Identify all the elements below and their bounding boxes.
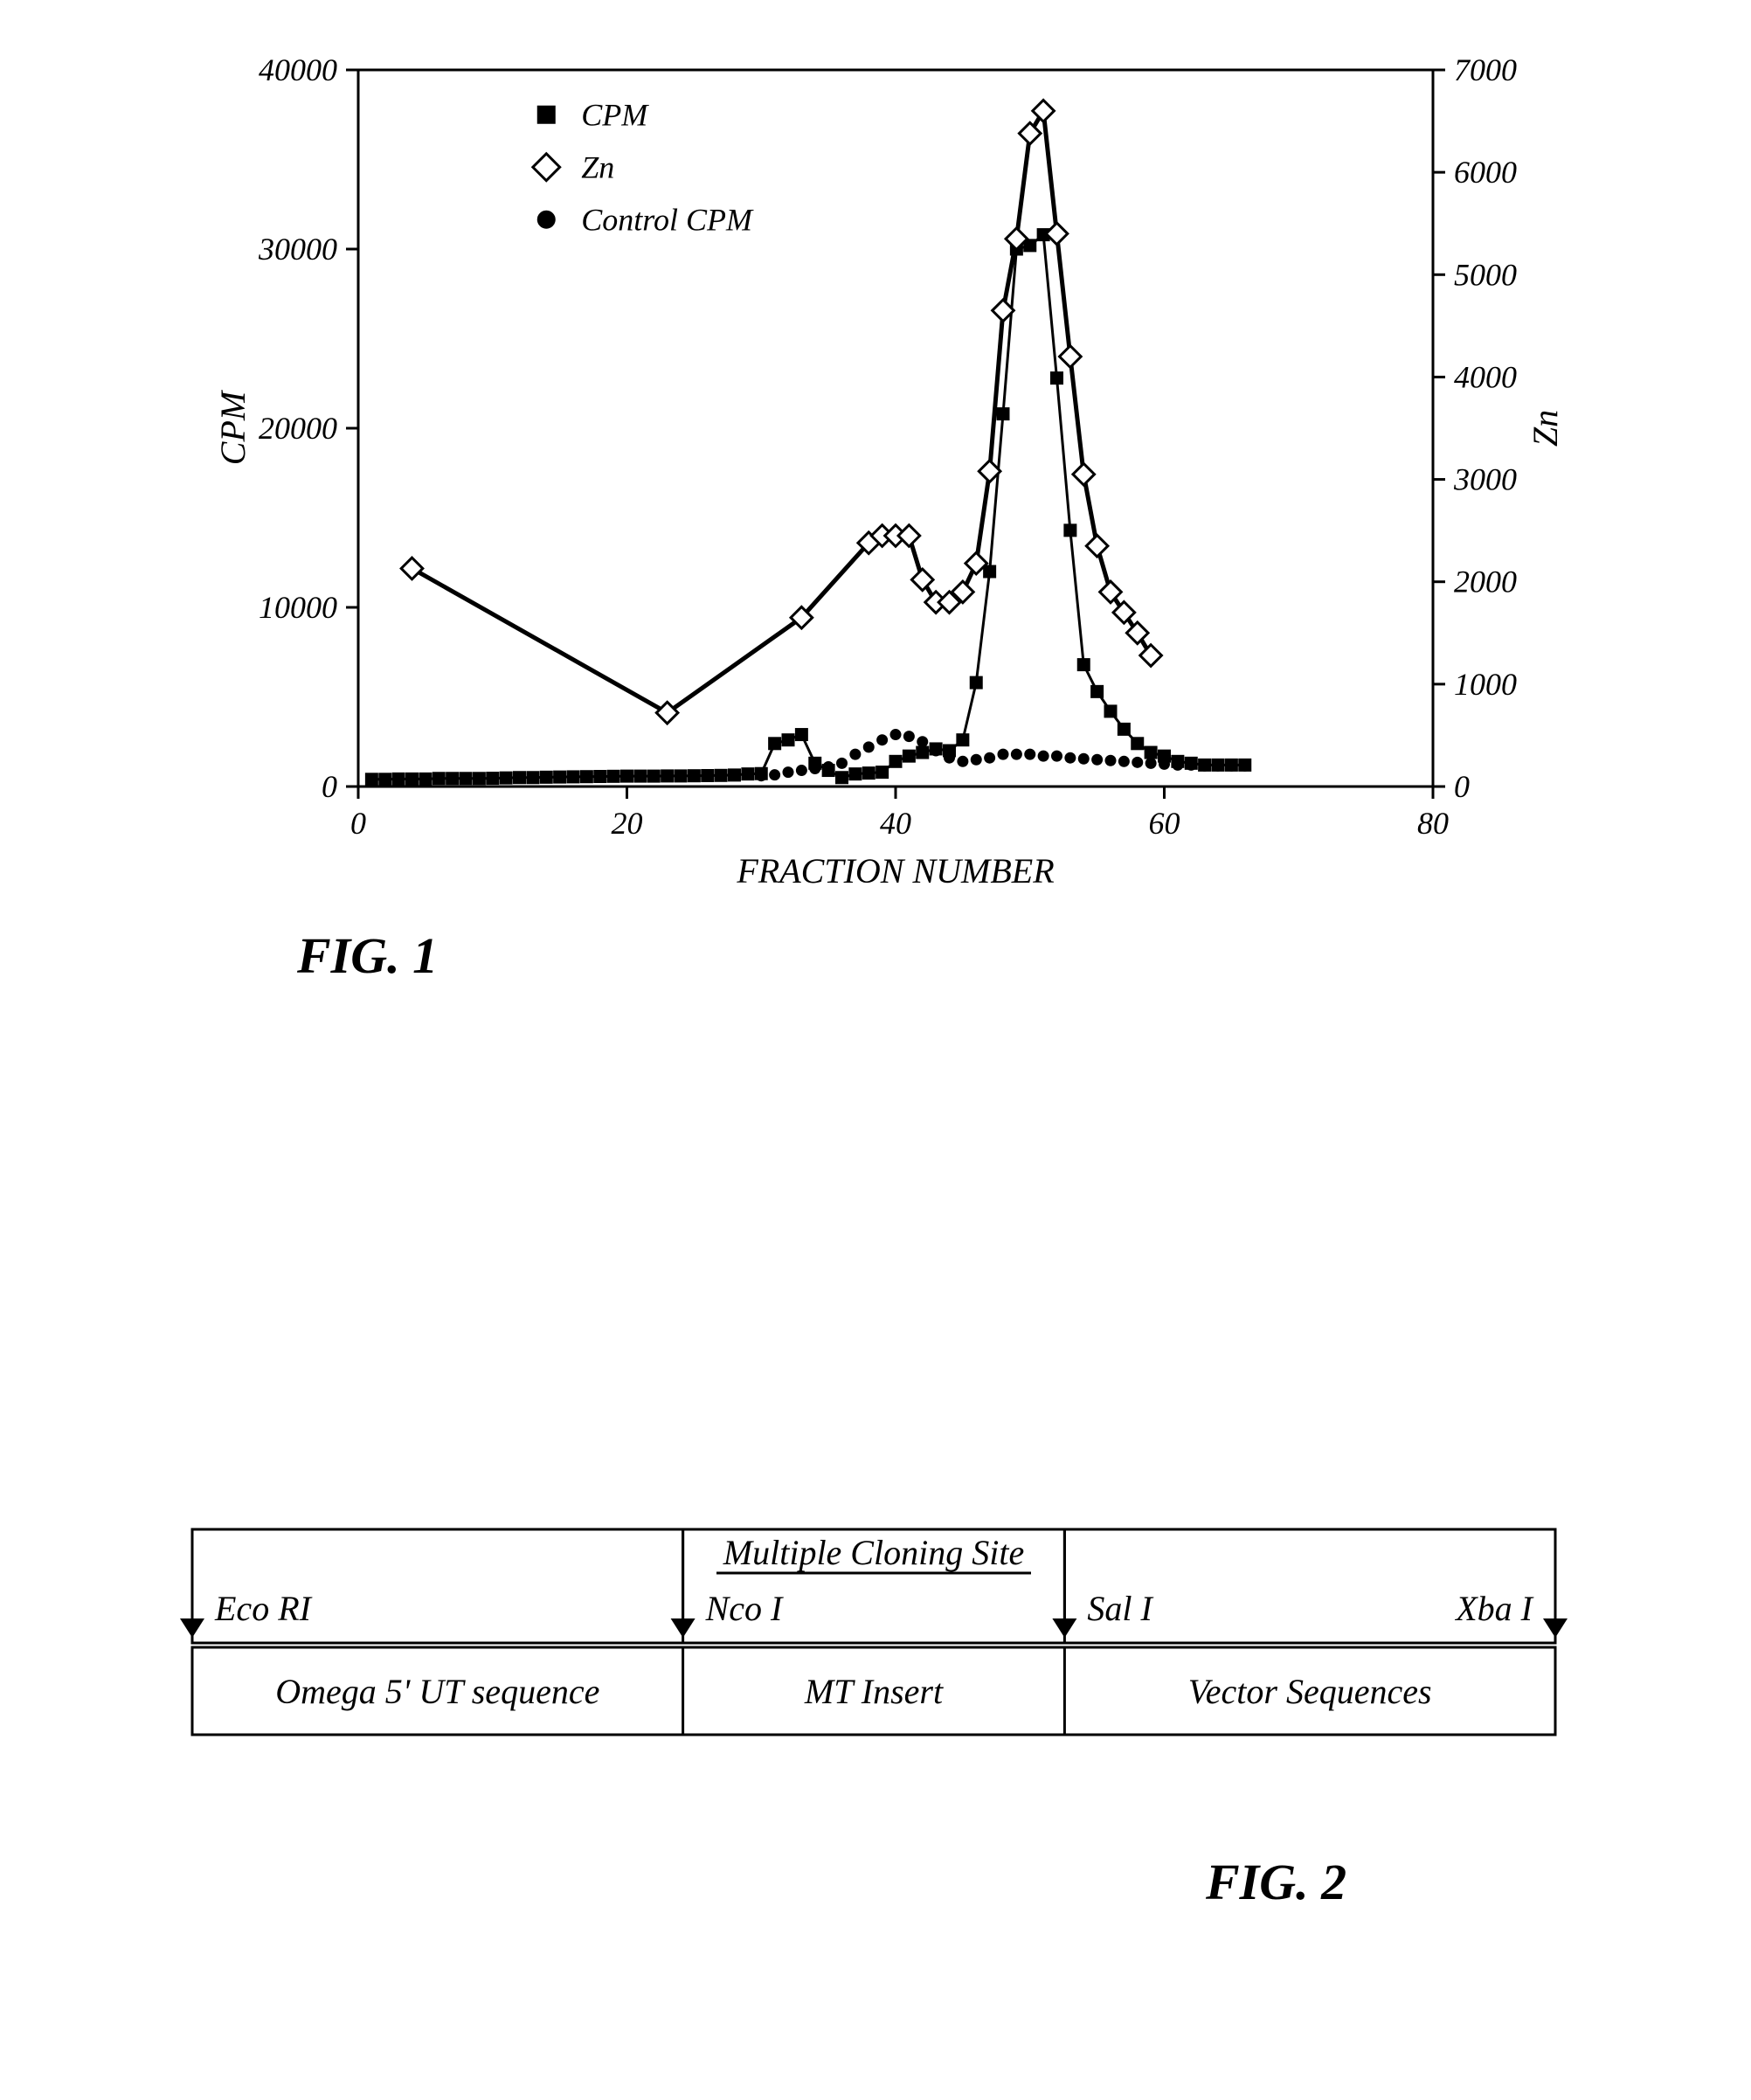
svg-text:Zn: Zn	[1526, 410, 1565, 447]
svg-text:7000: 7000	[1454, 52, 1517, 87]
svg-text:2000: 2000	[1454, 565, 1517, 600]
svg-text:MT Insert: MT Insert	[804, 1672, 944, 1711]
fig2-diagram: Eco RI Nco I Sal I Xba I Multiple Cloning Si…	[175, 1503, 1573, 1800]
svg-text:CPM: CPM	[213, 389, 253, 465]
svg-text:Control CPM: Control CPM	[581, 202, 754, 237]
svg-text:5000: 5000	[1454, 257, 1517, 292]
svg-text:Xba I: Xba I	[1454, 1589, 1533, 1628]
svg-text:CPM: CPM	[581, 97, 649, 132]
svg-text:6000: 6000	[1454, 155, 1517, 190]
svg-text:Nco I: Nco I	[705, 1589, 784, 1628]
fig1-chart: 0204060800100002000030000400000100020003…	[210, 35, 1573, 909]
svg-text:1000: 1000	[1454, 667, 1517, 702]
svg-text:Zn: Zn	[581, 149, 614, 184]
svg-text:40000: 40000	[259, 52, 337, 87]
fig2-svg: Eco RI Nco I Sal I Xba I Multiple Cloning Si…	[175, 1503, 1573, 1800]
svg-text:0: 0	[322, 769, 337, 804]
svg-text:3000: 3000	[1453, 462, 1517, 497]
svg-text:0: 0	[1454, 769, 1470, 804]
fig1-svg: 0204060800100002000030000400000100020003…	[210, 35, 1573, 909]
svg-text:Eco RI: Eco RI	[214, 1589, 313, 1628]
svg-text:30000: 30000	[258, 232, 337, 267]
svg-text:Sal I: Sal I	[1087, 1589, 1153, 1628]
svg-text:FRACTION NUMBER: FRACTION NUMBER	[736, 851, 1054, 891]
svg-text:80: 80	[1417, 806, 1449, 841]
fig1-caption: FIG. 1	[297, 926, 438, 985]
svg-text:Vector Sequences: Vector Sequences	[1188, 1672, 1432, 1711]
svg-text:40: 40	[880, 806, 911, 841]
svg-text:20: 20	[612, 806, 643, 841]
svg-text:0: 0	[350, 806, 366, 841]
fig2-caption: FIG. 2	[1206, 1853, 1346, 1911]
svg-text:10000: 10000	[259, 590, 337, 625]
svg-text:Multiple Cloning Site: Multiple Cloning Site	[723, 1533, 1024, 1572]
svg-text:60: 60	[1149, 806, 1180, 841]
svg-text:20000: 20000	[259, 411, 337, 446]
svg-text:Omega 5' UT sequence: Omega 5' UT sequence	[275, 1672, 599, 1711]
svg-text:4000: 4000	[1454, 359, 1517, 394]
